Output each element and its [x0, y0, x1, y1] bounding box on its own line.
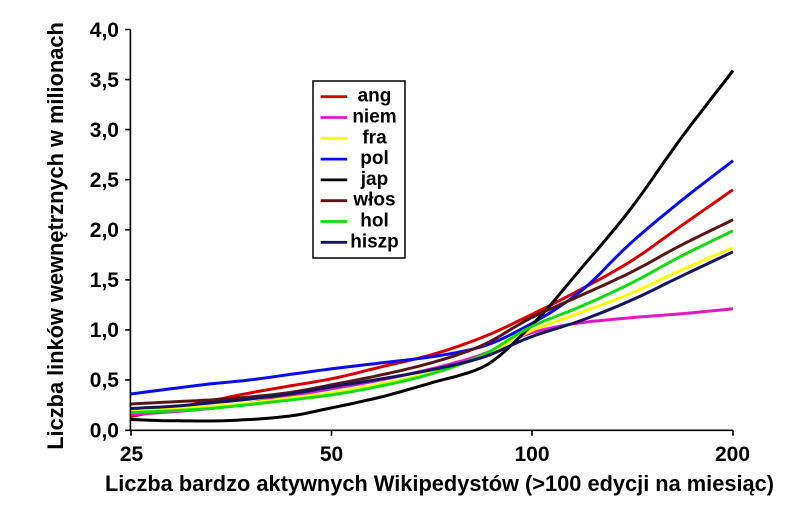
svg-text:2,5: 2,5 [90, 169, 120, 192]
svg-text:fra: fra [362, 127, 387, 148]
svg-text:0,5: 0,5 [90, 369, 120, 392]
svg-text:0,0: 0,0 [90, 420, 119, 443]
svg-text:25: 25 [120, 443, 144, 466]
svg-text:3,0: 3,0 [90, 119, 119, 142]
svg-text:200: 200 [715, 443, 750, 466]
svg-text:ang: ang [358, 86, 392, 107]
svg-text:włos: włos [352, 190, 395, 211]
svg-text:1,0: 1,0 [90, 319, 119, 342]
svg-text:Liczba bardzo aktywnych Wikipe: Liczba bardzo aktywnych Wikipedystów (>1… [105, 471, 774, 496]
svg-text:jap: jap [360, 169, 388, 190]
svg-text:hol: hol [360, 211, 389, 232]
svg-text:2,0: 2,0 [90, 219, 119, 242]
svg-text:4,0: 4,0 [90, 19, 119, 42]
svg-text:niem: niem [352, 107, 396, 128]
svg-text:Liczba linków wewnętrznych w m: Liczba linków wewnętrznych w milionach [43, 22, 68, 450]
svg-text:1,5: 1,5 [90, 269, 120, 292]
svg-text:3,5: 3,5 [90, 69, 120, 92]
svg-text:pol: pol [360, 148, 389, 169]
svg-text:100: 100 [514, 443, 549, 466]
svg-text:50: 50 [320, 443, 343, 466]
svg-text:hiszp: hiszp [350, 231, 399, 252]
